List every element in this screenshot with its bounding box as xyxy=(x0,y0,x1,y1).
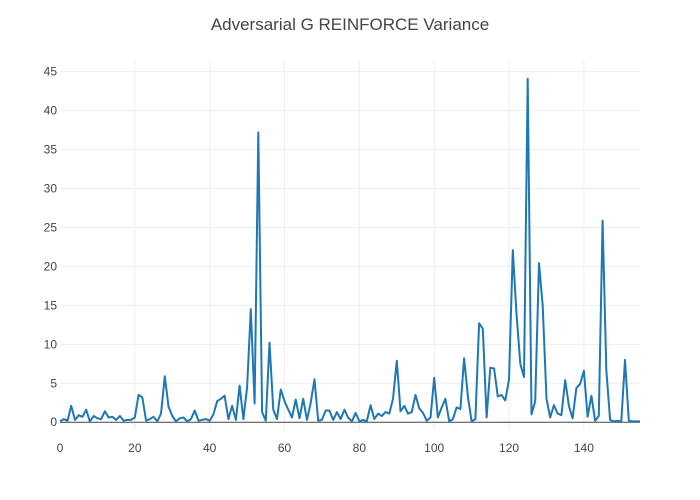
y-tick-label: 35 xyxy=(44,143,58,157)
y-tick-label: 20 xyxy=(44,259,58,273)
x-tick-label: 120 xyxy=(499,441,519,455)
vertical-gridlines xyxy=(134,60,585,430)
series-group xyxy=(59,77,640,423)
y-axis-tick-labels: 0 5 10 15 20 25 30 35 40 45 xyxy=(44,65,58,430)
y-tick-label: 40 xyxy=(44,104,58,118)
y-tick-label: 30 xyxy=(44,182,58,196)
x-tick-label: 40 xyxy=(203,441,217,455)
y-tick-label: 5 xyxy=(50,376,57,390)
x-tick-label: 100 xyxy=(424,441,444,455)
x-tick-label: 80 xyxy=(353,441,367,455)
y-tick-label: 25 xyxy=(44,220,58,234)
y-tick-label: 0 xyxy=(50,415,57,429)
y-tick-label: 45 xyxy=(44,65,58,79)
x-tick-label: 0 xyxy=(57,441,64,455)
y-tick-label: 15 xyxy=(44,298,58,312)
y-tick-label: 10 xyxy=(44,337,58,351)
x-tick-label: 20 xyxy=(128,441,142,455)
x-tick-label: 60 xyxy=(278,441,292,455)
horizontal-gridlines xyxy=(60,71,640,384)
x-axis-tick-labels: 0 20 40 60 80 100 120 140 xyxy=(57,441,595,455)
x-tick-label: 140 xyxy=(574,441,594,455)
chart-title: Adversarial G REINFORCE Variance xyxy=(211,15,489,34)
series-line xyxy=(59,77,640,423)
